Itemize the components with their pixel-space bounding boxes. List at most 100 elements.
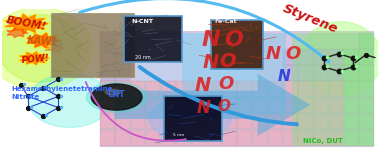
Bar bbox=[100, 65, 115, 81]
Bar bbox=[253, 114, 267, 129]
Bar bbox=[176, 130, 191, 146]
Text: N: N bbox=[201, 30, 220, 50]
Bar bbox=[253, 81, 267, 97]
Ellipse shape bbox=[299, 22, 378, 95]
Text: POW!: POW! bbox=[21, 54, 50, 65]
FancyBboxPatch shape bbox=[164, 96, 222, 141]
Bar bbox=[268, 81, 282, 97]
Bar bbox=[222, 98, 237, 113]
Text: N-CNT: N-CNT bbox=[132, 20, 153, 24]
Text: KAW!: KAW! bbox=[26, 35, 57, 48]
Bar bbox=[298, 49, 313, 65]
Bar bbox=[100, 81, 115, 97]
Polygon shape bbox=[115, 74, 310, 136]
Bar bbox=[161, 81, 175, 97]
Bar bbox=[146, 98, 160, 113]
Bar bbox=[268, 130, 282, 146]
Bar bbox=[329, 81, 343, 97]
Text: Nitrate: Nitrate bbox=[11, 94, 40, 100]
Bar bbox=[253, 98, 267, 113]
Bar bbox=[176, 114, 191, 129]
Bar bbox=[298, 98, 313, 113]
Bar bbox=[314, 98, 328, 113]
Bar bbox=[237, 130, 252, 146]
Bar bbox=[100, 98, 115, 113]
Bar bbox=[359, 114, 374, 129]
Bar bbox=[192, 98, 206, 113]
Bar bbox=[115, 49, 130, 65]
Polygon shape bbox=[18, 51, 51, 66]
Bar bbox=[329, 98, 343, 113]
Bar bbox=[283, 65, 297, 81]
Ellipse shape bbox=[105, 89, 120, 95]
Bar bbox=[283, 81, 297, 97]
FancyBboxPatch shape bbox=[100, 32, 374, 147]
Bar bbox=[344, 98, 359, 113]
Text: N: N bbox=[195, 76, 211, 95]
Polygon shape bbox=[5, 14, 48, 33]
Bar bbox=[176, 81, 191, 97]
Text: O: O bbox=[219, 52, 236, 71]
Bar bbox=[161, 114, 175, 129]
FancyBboxPatch shape bbox=[211, 20, 263, 69]
Bar bbox=[344, 65, 359, 81]
Bar bbox=[314, 65, 328, 81]
Bar bbox=[207, 81, 222, 97]
Ellipse shape bbox=[0, 8, 92, 89]
Text: O: O bbox=[286, 45, 301, 63]
Polygon shape bbox=[20, 52, 48, 65]
Bar bbox=[283, 49, 297, 65]
Ellipse shape bbox=[91, 84, 142, 110]
Bar bbox=[268, 114, 282, 129]
Text: O: O bbox=[218, 75, 233, 93]
Bar bbox=[115, 65, 130, 81]
Bar bbox=[222, 114, 237, 129]
Text: N: N bbox=[277, 69, 290, 84]
Bar bbox=[130, 81, 145, 97]
Bar bbox=[359, 49, 374, 65]
Bar bbox=[329, 114, 343, 129]
Ellipse shape bbox=[87, 82, 147, 112]
Text: Fe-Cat: Fe-Cat bbox=[214, 20, 237, 24]
Text: N: N bbox=[203, 53, 219, 72]
Bar bbox=[115, 98, 130, 113]
Bar bbox=[298, 114, 313, 129]
Bar bbox=[161, 130, 175, 146]
Bar bbox=[100, 33, 115, 49]
Bar bbox=[237, 114, 252, 129]
Bar bbox=[100, 114, 115, 129]
Bar bbox=[359, 65, 374, 81]
Bar bbox=[115, 130, 130, 146]
Ellipse shape bbox=[137, 34, 258, 111]
Bar bbox=[237, 81, 252, 97]
Bar bbox=[329, 49, 343, 65]
Bar bbox=[314, 130, 328, 146]
Bar bbox=[344, 130, 359, 146]
Text: Styrene: Styrene bbox=[281, 2, 340, 36]
FancyBboxPatch shape bbox=[51, 13, 133, 77]
Bar bbox=[222, 130, 237, 146]
Bar bbox=[298, 130, 313, 146]
Bar bbox=[192, 114, 206, 129]
Bar bbox=[222, 81, 237, 97]
Bar bbox=[329, 130, 343, 146]
Bar bbox=[344, 81, 359, 97]
Bar bbox=[146, 130, 160, 146]
Bar bbox=[298, 81, 313, 97]
Text: 20 nm: 20 nm bbox=[135, 55, 151, 60]
Bar bbox=[237, 98, 252, 113]
Bar bbox=[359, 81, 374, 97]
Polygon shape bbox=[25, 32, 62, 49]
Bar bbox=[359, 98, 374, 113]
Bar bbox=[314, 114, 328, 129]
Bar bbox=[283, 98, 297, 113]
Bar bbox=[283, 114, 297, 129]
Bar bbox=[115, 114, 130, 129]
Bar bbox=[115, 81, 130, 97]
Bar bbox=[176, 98, 191, 113]
Text: Hexamethylenetetramine: Hexamethylenetetramine bbox=[11, 86, 113, 92]
FancyBboxPatch shape bbox=[124, 16, 183, 62]
Bar bbox=[253, 130, 267, 146]
Bar bbox=[161, 98, 175, 113]
Text: O: O bbox=[217, 99, 230, 114]
